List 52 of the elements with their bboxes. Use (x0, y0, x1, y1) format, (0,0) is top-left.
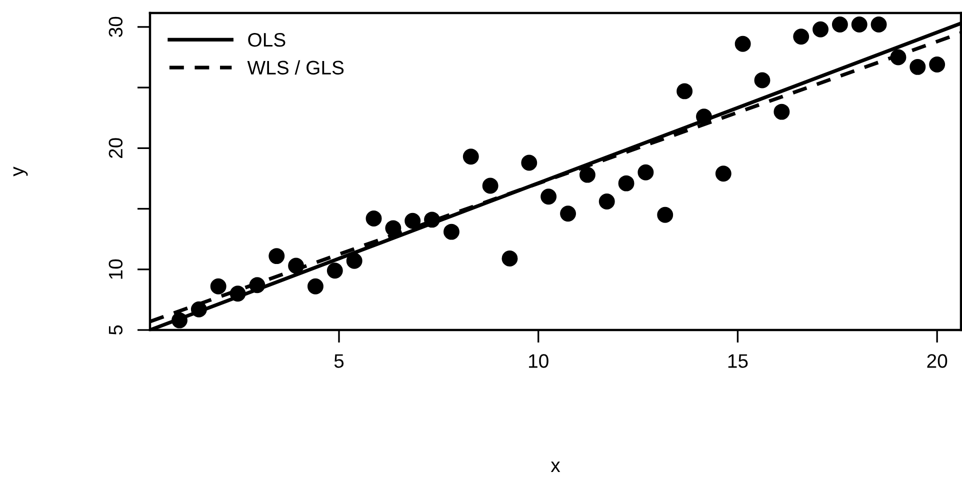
point (793, 28, 810, 45)
point (832, 16, 848, 32)
point (462, 148, 479, 165)
point (230, 286, 246, 302)
point (774, 104, 790, 120)
point (210, 278, 226, 294)
point (715, 166, 732, 182)
point (540, 188, 557, 205)
point (812, 21, 829, 38)
x-tick-label: 10 (529, 354, 548, 368)
y-tick-label: 30 (108, 16, 123, 38)
y-axis-title: y (13, 166, 28, 176)
x-tick-label: 15 (728, 354, 748, 368)
y-tick-label: 20 (108, 138, 123, 158)
legend-label: OLS (248, 32, 286, 47)
x-tick-label: 5 (334, 354, 344, 368)
point (190, 301, 207, 318)
point (579, 166, 596, 183)
point (734, 36, 751, 52)
point (424, 212, 440, 228)
point (521, 154, 538, 171)
point (172, 312, 188, 328)
point (366, 210, 382, 226)
point (676, 83, 693, 100)
point (385, 220, 402, 236)
point (288, 258, 304, 274)
point (754, 72, 770, 88)
point (657, 206, 674, 223)
point (502, 250, 518, 266)
point (890, 49, 906, 66)
point (249, 277, 266, 294)
point (929, 56, 946, 72)
point (696, 108, 712, 125)
point (638, 164, 654, 180)
point (910, 58, 926, 75)
point (307, 278, 324, 294)
point (482, 178, 498, 194)
point (598, 194, 615, 210)
point (618, 175, 634, 192)
point (268, 248, 285, 264)
legend-label: WLS / GLS (247, 60, 344, 75)
point (443, 224, 460, 240)
x-axis-title: x (550, 462, 560, 472)
point (404, 212, 421, 229)
point (326, 262, 343, 279)
point (870, 16, 887, 32)
point (560, 206, 576, 222)
y-tick-label: 10 (108, 259, 123, 279)
x-tick-label: 20 (927, 354, 948, 368)
y-tick-label: 5 (108, 325, 123, 335)
point (851, 16, 868, 32)
point (346, 252, 362, 269)
